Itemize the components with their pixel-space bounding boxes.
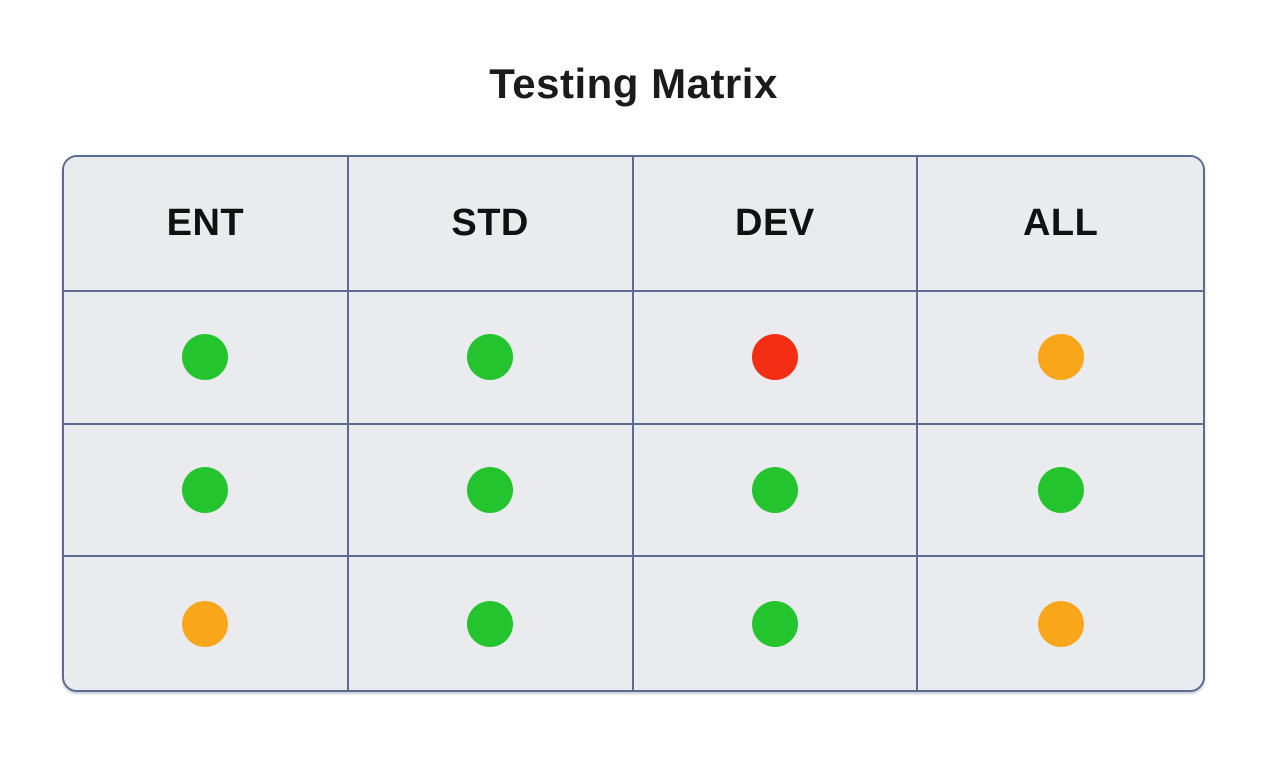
status-dot-orange — [1037, 334, 1084, 381]
column-header-label: STD — [451, 202, 529, 244]
table-cell-r1-all — [918, 292, 1203, 425]
page-title: Testing Matrix — [489, 60, 778, 107]
table-cell-r2-std — [348, 424, 634, 558]
status-dot-red — [751, 334, 798, 381]
status-dot-green — [182, 466, 229, 513]
status-dot-orange — [182, 600, 229, 647]
table-cell-r2-dev — [633, 424, 919, 558]
table-cell-r1-std — [348, 292, 634, 425]
status-dot-green — [467, 600, 514, 647]
table-cell-r3-std — [348, 557, 634, 690]
status-dot-green — [467, 334, 514, 381]
table-cell-r3-ent — [64, 557, 349, 690]
column-header-all: ALL — [918, 157, 1203, 292]
status-dot-orange — [1037, 600, 1084, 647]
table-cell-r2-all — [918, 424, 1203, 558]
status-dot-green — [1037, 466, 1084, 513]
column-header-label: ALL — [1022, 202, 1099, 244]
testing-matrix-table: ENT STD DEV ALL — [62, 155, 1205, 692]
column-header-label: DEV — [735, 202, 815, 244]
table-cell-r3-dev — [633, 557, 919, 690]
column-header-dev: DEV — [633, 157, 919, 292]
table-cell-r2-ent — [64, 424, 349, 558]
column-header-ent: ENT — [64, 157, 349, 292]
table-cell-r1-dev — [633, 292, 919, 425]
status-dot-green — [182, 334, 229, 381]
table-cell-r3-all — [918, 557, 1203, 690]
table-cell-r1-ent — [64, 292, 349, 425]
status-dot-green — [751, 466, 798, 513]
status-dot-green — [751, 600, 798, 647]
status-dot-green — [467, 466, 514, 513]
column-header-std: STD — [348, 157, 634, 292]
column-header-label: ENT — [166, 202, 245, 244]
